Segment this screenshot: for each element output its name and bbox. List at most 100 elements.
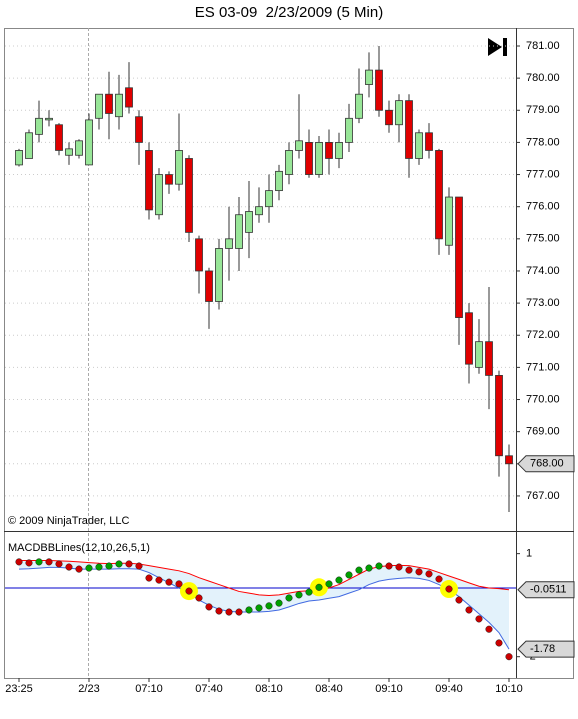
candle-body: [435, 150, 443, 240]
macd-dot: [375, 562, 383, 570]
candle-body: [495, 375, 503, 457]
candle-body: [405, 100, 413, 159]
frame: [4, 28, 574, 679]
macd-dot: [125, 560, 133, 568]
candle-body: [175, 150, 183, 185]
macd-dot: [495, 639, 503, 647]
candle-body: [365, 69, 373, 85]
macd-dot: [65, 563, 73, 571]
y-tick-label: 778.00: [526, 136, 560, 148]
macd-dot: [415, 568, 423, 576]
end-icon[interactable]: [503, 38, 507, 56]
indicator-title: MACDBBLines(12,10,26,5,1): [8, 542, 150, 554]
y-tick-label: 775.00: [526, 233, 560, 245]
macd-dot: [435, 575, 443, 583]
candle-body: [455, 196, 463, 318]
candle-body: [485, 341, 493, 376]
macd-dot: [75, 565, 83, 573]
macd-dot: [275, 599, 283, 607]
upper-band-label: -0.0511: [530, 584, 567, 596]
candle-body: [275, 170, 283, 192]
x-tick-label: 23:25: [5, 683, 33, 695]
y-tick-label: 770.00: [526, 393, 560, 405]
macd-dot: [445, 585, 453, 593]
band-fill: [19, 560, 509, 650]
y-tick-label: 781.00: [526, 40, 560, 52]
y-tick-label: 1: [526, 548, 532, 560]
candle-body: [125, 87, 133, 108]
candle-body: [185, 158, 193, 233]
upper-band: [19, 560, 510, 597]
macd-dot: [205, 603, 213, 611]
candle-body: [245, 211, 253, 233]
candle-body: [205, 270, 213, 302]
candle-body: [475, 341, 483, 368]
y-tick-label: 772.00: [526, 329, 560, 341]
y-tick-label: 776.00: [526, 201, 560, 213]
candle-body: [105, 93, 113, 114]
macd-dot: [225, 608, 233, 616]
y-tick-label: 774.00: [526, 265, 560, 277]
y-tick-label: 767.00: [526, 490, 560, 502]
macd-dot: [35, 558, 43, 566]
macd-dot: [145, 574, 153, 582]
macd-dot: [265, 602, 273, 610]
candle-body: [325, 142, 333, 159]
candle-body: [75, 140, 83, 156]
macd-dot: [25, 559, 33, 567]
candle-body: [195, 238, 203, 272]
candle-body: [385, 109, 393, 126]
macd-dot: [155, 576, 163, 584]
candle-body: [505, 455, 513, 465]
candle-body: [465, 312, 473, 365]
macd-dot: [45, 558, 53, 566]
macd-dot: [385, 562, 393, 570]
candle-body: [85, 119, 93, 166]
play-end-icon[interactable]: [488, 38, 507, 56]
candle-body: [305, 142, 313, 175]
macd-dot: [95, 563, 103, 571]
candle-body: [315, 142, 323, 175]
candle-body: [15, 150, 23, 166]
macd-dot: [395, 563, 403, 571]
x-tick-label: 08:10: [255, 683, 283, 695]
y-tick-label: 780.00: [526, 72, 560, 84]
candle-body: [295, 140, 303, 151]
macd-dot: [365, 564, 373, 572]
macd-dot: [15, 558, 23, 566]
candle-body: [115, 93, 123, 118]
candle-body: [445, 196, 453, 246]
lower-band-label-box: [517, 640, 575, 658]
candle-body: [225, 238, 233, 249]
x-tick-label: 07:10: [135, 683, 163, 695]
macd-dot: [485, 625, 493, 633]
macd-dot: [295, 591, 303, 599]
macd-dot: [285, 594, 293, 602]
macd-dot: [505, 653, 513, 661]
play-icon[interactable]: [488, 38, 502, 56]
candle-body: [235, 214, 243, 249]
macd-dot: [115, 560, 123, 568]
candle-body: [135, 116, 143, 143]
x-tick-label: 07:40: [195, 683, 223, 695]
candle-body: [25, 132, 33, 159]
macd-dot: [135, 562, 143, 570]
macd-dot: [255, 604, 263, 612]
candle-body: [215, 248, 223, 302]
macd-dot: [315, 583, 323, 591]
candle-body: [65, 148, 73, 156]
macd-dot: [175, 580, 183, 588]
last-price-label: 768.00: [530, 458, 564, 470]
upper-band-label-box: [517, 581, 575, 599]
lower-band-label: -1.78: [530, 643, 555, 655]
macd-dot: [105, 562, 113, 570]
x-tick-label: 08:40: [315, 683, 343, 695]
macd-dot: [475, 615, 483, 623]
candle-body: [45, 117, 53, 121]
candle-body: [345, 117, 353, 143]
candle-body: [285, 150, 293, 175]
macd-dot: [325, 580, 333, 588]
candle-body: [335, 142, 343, 159]
macd-dot: [165, 578, 173, 586]
